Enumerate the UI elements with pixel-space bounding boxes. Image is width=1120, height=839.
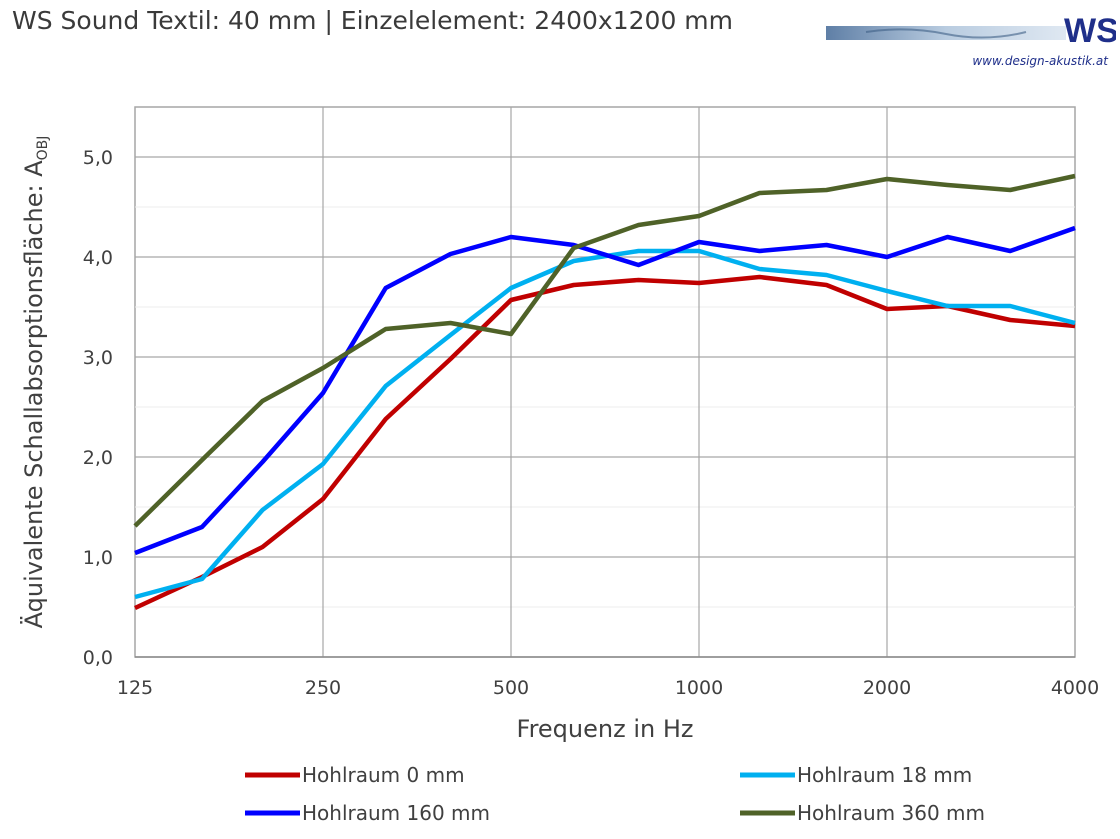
series-line-hohlraum-160-mm	[134, 225, 1076, 556]
legend-label: Hohlraum 0 mm	[302, 763, 465, 787]
logo-text: WS	[1064, 12, 1116, 50]
legend-item: Hohlraum 0 mm	[245, 763, 465, 787]
x-tick-label: 1000	[675, 677, 723, 699]
y-tick-label: 5,0	[83, 147, 113, 169]
legend-item: Hohlraum 18 mm	[740, 763, 972, 787]
y-tick-label: 2,0	[83, 447, 113, 469]
y-axis-label-subscript: OBJ	[35, 136, 51, 161]
plot-area	[134, 106, 1076, 658]
legend-item: Hohlraum 360 mm	[740, 801, 985, 825]
legend: Hohlraum 0 mm Hohlraum 18 mm Hohlraum 160 …	[245, 763, 985, 825]
x-tick-label: 500	[493, 677, 529, 699]
series-line-hohlraum-0-mm	[134, 274, 1076, 611]
y-tick-label: 0,0	[83, 647, 113, 669]
logo-url[interactable]: www.design-akustik.at	[972, 54, 1109, 68]
x-tick-label: 125	[117, 677, 153, 699]
page-title: WS Sound Textil: 40 mm | Einzelelement: …	[12, 6, 733, 35]
y-tick-label: 4,0	[83, 247, 113, 269]
series-line-hohlraum-360-mm	[133, 173, 1076, 528]
x-tick-label: 4000	[1051, 677, 1099, 699]
major-gridlines	[135, 107, 1075, 658]
x-tick-label: 250	[305, 677, 341, 699]
x-axis-label: Frequenz in Hz	[517, 715, 694, 743]
series-layer	[133, 173, 1076, 611]
legend-label: Hohlraum 18 mm	[797, 763, 972, 787]
x-axis-ticks: 125 250 500 1000 2000 4000	[117, 677, 1099, 699]
company-logo: WS www.design-akustik.at	[826, 12, 1116, 68]
legend-label: Hohlraum 360 mm	[797, 801, 985, 825]
y-axis-label-main: Äquivalente Schallabsorptionsfläche: A	[19, 160, 48, 629]
y-axis-ticks: 0,0 1,0 2,0 3,0 4,0 5,0	[83, 147, 113, 669]
y-tick-label: 3,0	[83, 347, 113, 369]
y-axis-label: Äquivalente Schallabsorptionsfläche: AOB…	[19, 136, 51, 629]
x-tick-label: 2000	[863, 677, 911, 699]
legend-item: Hohlraum 160 mm	[245, 801, 490, 825]
y-tick-label: 1,0	[83, 547, 113, 569]
minor-gridlines	[135, 206, 1075, 608]
legend-label: Hohlraum 160 mm	[302, 801, 490, 825]
